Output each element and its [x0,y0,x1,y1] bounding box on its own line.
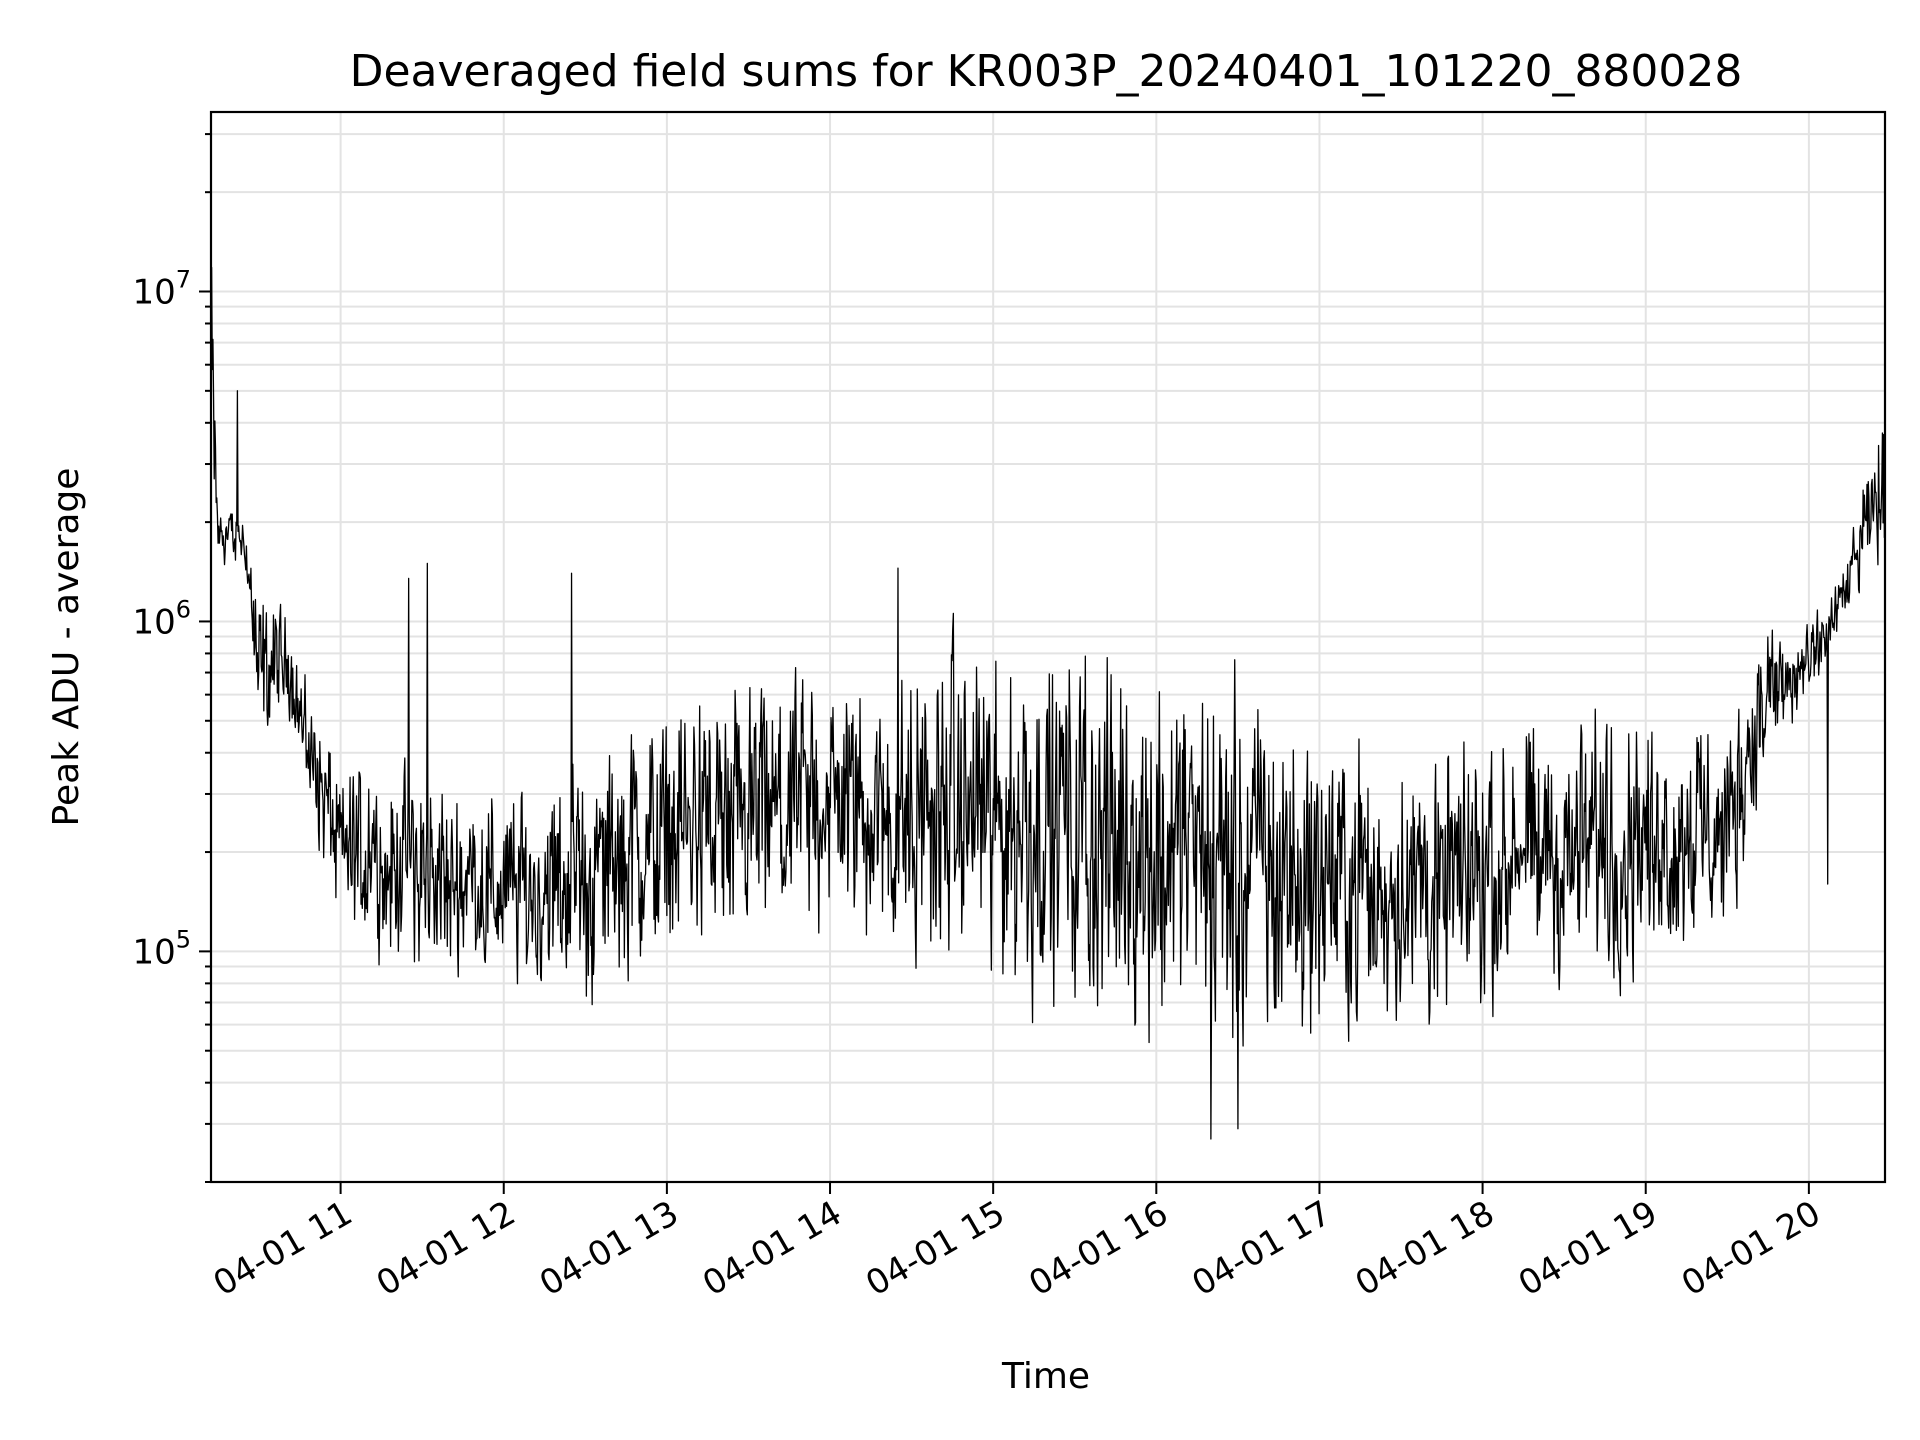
y-tick-label: 106 [132,595,191,642]
y-axis-label: Peak ADU - average [46,468,87,827]
x-tick-label: 04-01 20 [1675,1193,1827,1304]
series-layer [210,266,1886,1140]
x-axis: 04-01 11 04-01 12 04-01 13 04-01 14 04-01 15… [207,1182,1827,1304]
x-tick-label: 04-01 15 [859,1193,1011,1304]
y-tick-label: 107 [132,266,191,313]
x-tick-label: 04-01 12 [370,1193,522,1304]
x-tick-label: 04-01 16 [1022,1193,1174,1304]
grid-layer [211,112,1885,1183]
x-tick-label: 04-01 13 [533,1193,685,1304]
y-tick-label: 105 [132,925,191,972]
x-tick-label: 04-01 11 [207,1193,359,1304]
x-tick-label: 04-01 17 [1186,1193,1338,1304]
x-axis-label: Time [1001,1356,1090,1397]
x-tick-label: 04-01 19 [1512,1193,1664,1304]
plot-frame [209,110,1887,1184]
series-line [210,266,1886,1140]
chart-title: Deaveraged field sums for KR003P_2024040… [350,46,1743,97]
y-axis: 105 106 107 [132,133,211,1183]
x-tick-label: 04-01 18 [1349,1193,1501,1304]
x-tick-label: 04-01 14 [696,1193,848,1304]
